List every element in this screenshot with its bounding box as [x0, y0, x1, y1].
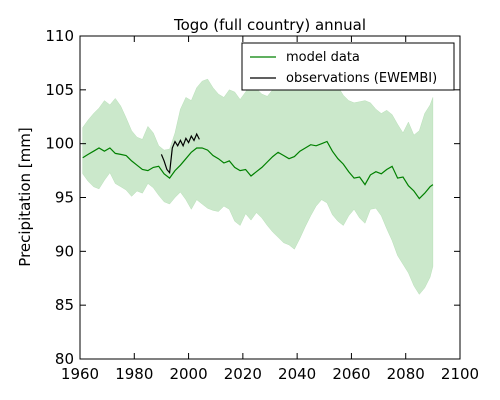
x-tick-label: 1980	[115, 365, 153, 383]
y-tick-label: 90	[55, 242, 74, 260]
x-tick-label: 2040	[278, 365, 316, 383]
observations-line	[160, 132, 200, 175]
model-data-line	[82, 140, 434, 200]
y-axis-label: Precipitation [mm]	[16, 127, 34, 266]
x-tick-label: 1960	[61, 365, 99, 383]
y-axis-ticks: 80 85 90 95 100 105 110	[45, 27, 460, 368]
y-tick-label: 80	[55, 350, 74, 368]
model-range-band	[82, 50, 434, 295]
legend-label-model: model data	[286, 50, 360, 65]
x-tick-label: 2000	[169, 365, 207, 383]
y-tick-label: 110	[45, 27, 74, 45]
x-tick-label: 2100	[441, 365, 479, 383]
y-tick-label: 105	[45, 81, 74, 99]
y-tick-label: 95	[55, 189, 74, 207]
x-tick-label: 2080	[387, 365, 425, 383]
legend-label-observations: observations (EWEMBI)	[286, 71, 437, 86]
legend: model data observations (EWEMBI)	[241, 42, 455, 91]
y-tick-label: 85	[55, 296, 74, 314]
x-tick-label: 2060	[332, 365, 370, 383]
y-tick-label: 100	[45, 135, 74, 153]
legend-box	[241, 42, 455, 91]
x-axis-ticks: 1960 1980 2000 2020 2040 2060 2080 2100	[61, 36, 479, 383]
x-tick-label: 2020	[224, 365, 262, 383]
chart-title: Togo (full country) annual	[173, 16, 366, 34]
